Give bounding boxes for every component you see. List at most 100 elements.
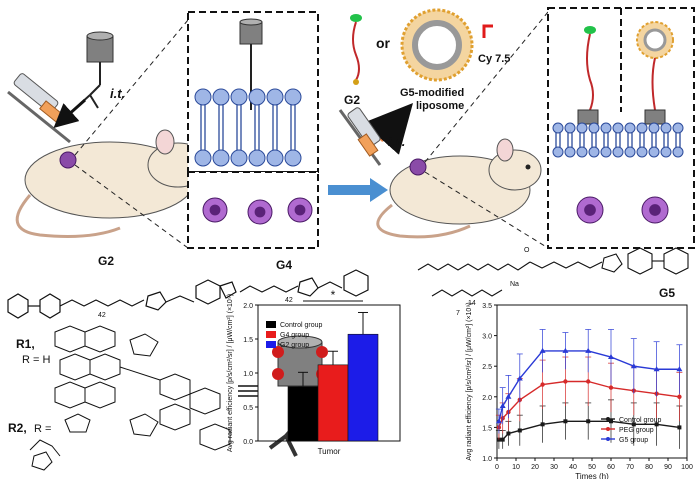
legend-swatch bbox=[266, 321, 276, 328]
line-chart-title: G5 bbox=[659, 286, 675, 300]
lipid-head bbox=[248, 149, 266, 167]
x-tick-label: 40 bbox=[569, 464, 577, 471]
r2-label: R2, bbox=[8, 421, 27, 435]
host-structure bbox=[29, 325, 231, 471]
it-label: i.t. bbox=[110, 86, 125, 101]
x-tick-label: 60 bbox=[607, 464, 615, 471]
data-point bbox=[609, 419, 613, 424]
data-point bbox=[506, 431, 511, 436]
lipid-head bbox=[564, 146, 576, 158]
cell-nucleus bbox=[584, 204, 596, 216]
x-tick-label: 70 bbox=[626, 464, 634, 471]
y-axis-label: Avg radiant efficiency [p/s/cm²/sr] / [μ… bbox=[227, 294, 234, 452]
tumor-cells-right bbox=[576, 196, 669, 224]
legend-marker bbox=[606, 427, 610, 431]
callout-lines-left bbox=[74, 19, 189, 249]
g2-repeat: 42 bbox=[98, 312, 106, 319]
liposome-label-2: liposome bbox=[416, 100, 464, 112]
data-point bbox=[516, 375, 523, 381]
liposome-icon bbox=[400, 8, 474, 82]
legend-swatch bbox=[266, 331, 276, 338]
lipid-head bbox=[230, 149, 248, 167]
y-tick-label: 1.5 bbox=[482, 425, 492, 432]
legend-marker bbox=[606, 417, 610, 421]
data-point bbox=[540, 382, 545, 387]
data-point bbox=[631, 422, 636, 427]
g5-o: O bbox=[524, 247, 530, 254]
lipid-head bbox=[624, 122, 636, 134]
data-point bbox=[499, 402, 506, 408]
y-tick-label: 3.5 bbox=[482, 303, 492, 310]
inject-arrow bbox=[53, 98, 86, 128]
x-tick-label: 100 bbox=[681, 464, 693, 471]
lipid-head bbox=[248, 88, 266, 106]
lipid-head bbox=[600, 146, 612, 158]
y-tick-label: 2.5 bbox=[482, 364, 492, 371]
lipid-head bbox=[212, 149, 230, 167]
callout-lines-right bbox=[424, 11, 549, 249]
data-point bbox=[676, 366, 683, 372]
pillar-host-molecule-left bbox=[79, 31, 114, 109]
plot-frame bbox=[496, 304, 688, 459]
lipid-bilayer-left bbox=[194, 88, 302, 167]
y-tick-label: 0.0 bbox=[243, 439, 253, 446]
line-chart: G5 1.0 1.5 2.0 2.5 3.0 3.5 0 10 20 30 40 50 60 70 80 90 1… bbox=[466, 286, 693, 479]
data-point bbox=[563, 419, 568, 424]
cell-nucleus bbox=[254, 206, 266, 218]
lipid-head bbox=[230, 88, 248, 106]
lipid-head bbox=[636, 146, 648, 158]
lipid-head bbox=[564, 122, 576, 134]
g5-repeat-a: 14 bbox=[468, 300, 476, 307]
r2-value: R = bbox=[34, 423, 51, 435]
lipid-head bbox=[284, 88, 302, 106]
lipid-head bbox=[600, 122, 612, 134]
y-tick-label: 2.0 bbox=[243, 303, 253, 310]
lipid-head bbox=[672, 146, 684, 158]
data-point bbox=[540, 422, 545, 427]
g4-structure bbox=[239, 269, 369, 297]
lipid-head bbox=[284, 149, 302, 167]
x-axis-label: Tumor bbox=[318, 447, 341, 456]
legend-label: Control group bbox=[280, 322, 323, 329]
r1-label: R1, bbox=[16, 337, 35, 351]
process-arrow bbox=[328, 178, 388, 202]
g2-probe bbox=[350, 14, 362, 85]
cy-dye-icon bbox=[482, 24, 493, 38]
legend-label: G5 group bbox=[619, 437, 648, 444]
lipid-head bbox=[624, 146, 636, 158]
x-axis-label: Times (h) bbox=[575, 472, 609, 479]
cy-label: Cy 7.5 bbox=[478, 53, 510, 65]
g5-repeat-b: 7 bbox=[456, 310, 460, 317]
lipid-head bbox=[660, 122, 672, 134]
data-point bbox=[563, 379, 568, 384]
data-point bbox=[654, 422, 659, 427]
x-tick-label: 20 bbox=[531, 464, 539, 471]
lipid-head bbox=[648, 146, 660, 158]
data-point bbox=[539, 347, 546, 353]
lipid-head bbox=[648, 122, 660, 134]
lipid-head bbox=[552, 146, 564, 158]
lipid-head bbox=[576, 122, 588, 134]
x-tick-label: 90 bbox=[664, 464, 672, 471]
lipid-head bbox=[576, 146, 588, 158]
y-tick-label: 2.0 bbox=[482, 395, 492, 402]
y-tick-label: 1.0 bbox=[482, 456, 492, 463]
lipid-bilayer-right bbox=[552, 122, 684, 158]
data-point bbox=[677, 394, 682, 399]
g4-repeat: 42 bbox=[285, 297, 293, 304]
right-syringe bbox=[338, 107, 382, 166]
data-point bbox=[586, 379, 591, 384]
lipid-head bbox=[672, 122, 684, 134]
g2-structure bbox=[7, 279, 237, 319]
r1-value: R = H bbox=[22, 354, 50, 366]
y-tick-label: 1.0 bbox=[243, 371, 253, 378]
bar bbox=[317, 364, 349, 442]
lipid-head bbox=[212, 88, 230, 106]
bar bbox=[287, 386, 319, 442]
lipid-head bbox=[194, 88, 212, 106]
data-point bbox=[608, 354, 614, 360]
g2-label: G2 bbox=[344, 93, 360, 107]
iv-label: i.v. bbox=[388, 134, 405, 149]
data-point bbox=[653, 366, 660, 372]
